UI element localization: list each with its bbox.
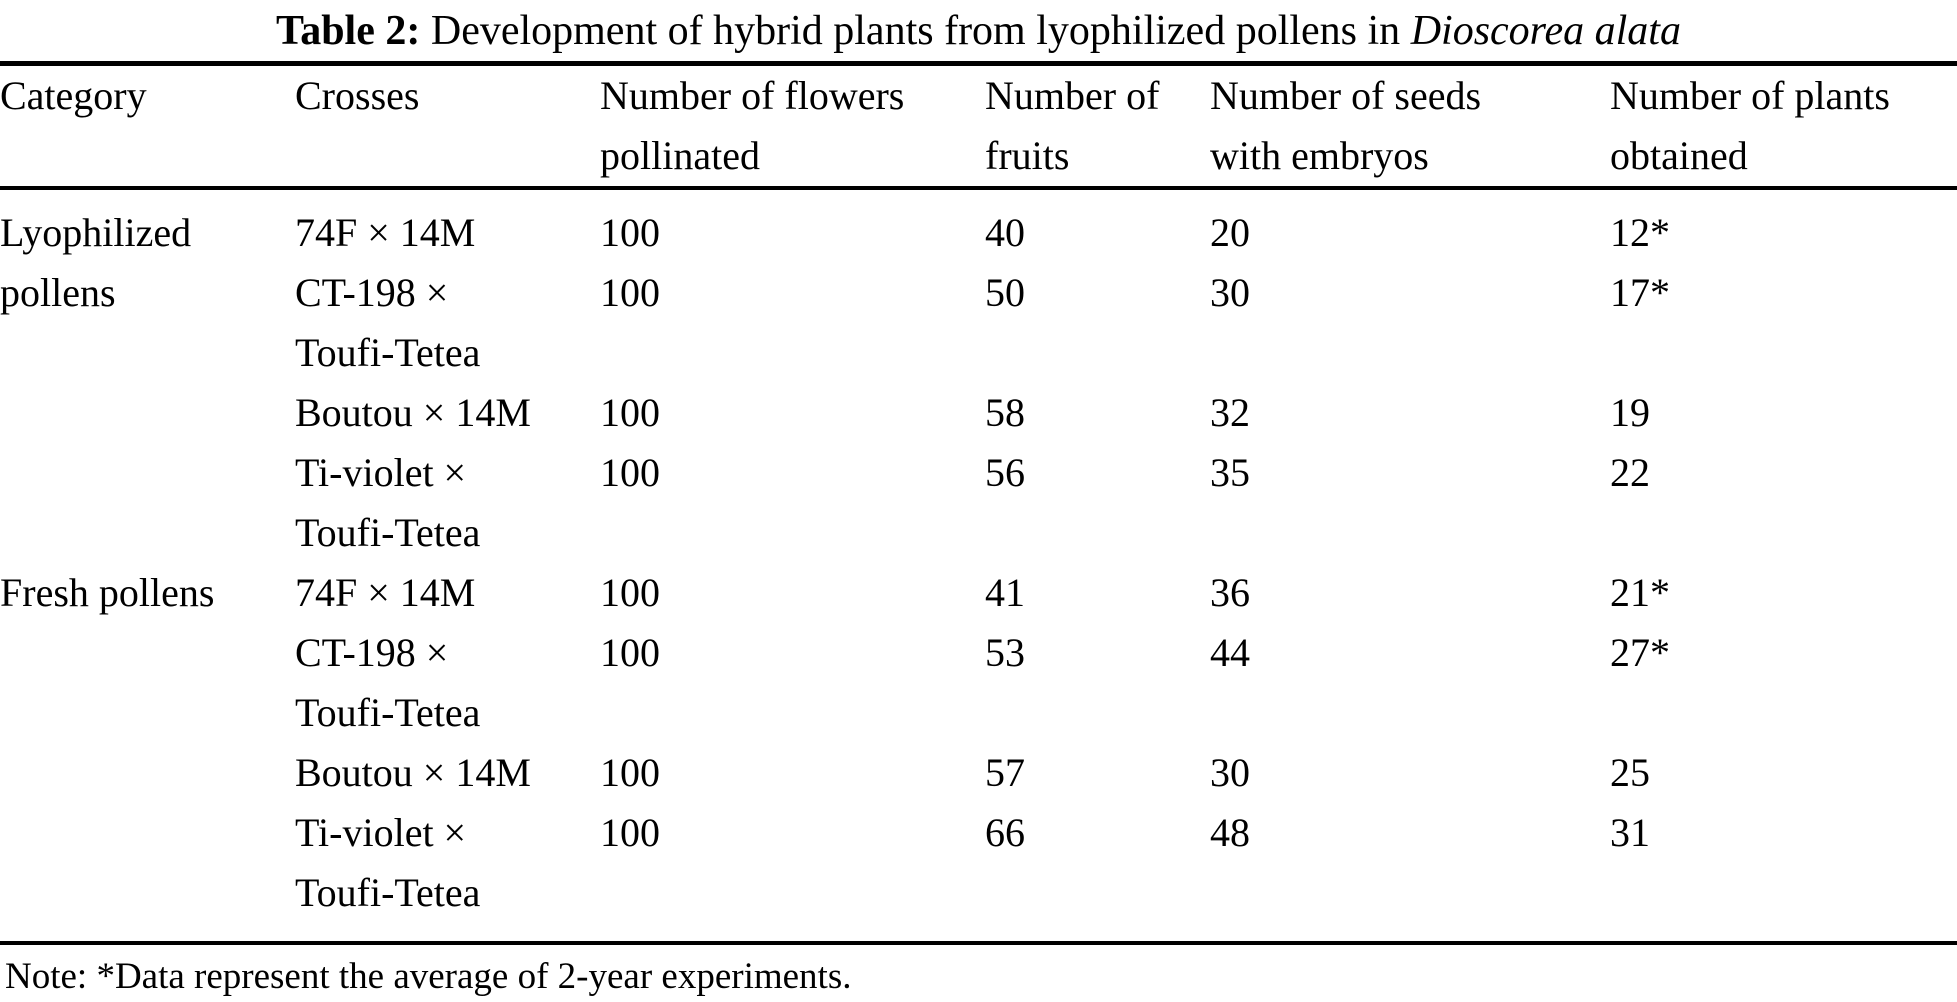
seeds-cell: 30 <box>1210 270 1250 315</box>
plants-cell: 19 <box>1610 390 1650 435</box>
flowers-cell: 100 <box>600 630 660 675</box>
seeds-cell: 35 <box>1210 450 1250 495</box>
column-header-crosses: Crosses <box>295 73 420 118</box>
flowers-cell: 100 <box>600 750 660 795</box>
plants-cell: 22 <box>1610 450 1650 495</box>
table-row: Boutou × 14M 100 57 30 25 <box>0 743 1957 803</box>
plants-cell: 17* <box>1610 270 1670 315</box>
fruits-cell: 53 <box>985 630 1025 675</box>
table-row: CT-198 × Toufi-Tetea 100 53 44 27* <box>0 623 1957 743</box>
column-header-seeds: Number of seeds with embryos <box>1210 73 1482 178</box>
column-header-fruits: Number of fruits <box>985 73 1160 178</box>
seeds-cell: 32 <box>1210 390 1250 435</box>
flowers-cell: 100 <box>600 810 660 855</box>
fruits-cell: 66 <box>985 810 1025 855</box>
flowers-cell: 100 <box>600 270 660 315</box>
cross-cell: Boutou × 14M <box>295 750 531 795</box>
header-row: Category Crosses Number of flowers polli… <box>0 64 1957 188</box>
plants-cell: 12* <box>1610 210 1670 255</box>
cross-cell: Ti-violet × Toufi-Tetea <box>295 810 481 915</box>
fruits-cell: 40 <box>985 210 1025 255</box>
cross-cell: CT-198 × Toufi-Tetea <box>295 630 481 735</box>
cross-cell: 74F × 14M <box>295 570 476 615</box>
cross-cell: Ti-violet × Toufi-Tetea <box>295 450 481 555</box>
flowers-cell: 100 <box>600 570 660 615</box>
cross-cell: CT-198 × Toufi-Tetea <box>295 270 481 375</box>
category-cell: Lyophilized pollens <box>0 210 192 315</box>
fruits-cell: 56 <box>985 450 1025 495</box>
flowers-cell: 100 <box>600 450 660 495</box>
seeds-cell: 30 <box>1210 750 1250 795</box>
table-number-label: Table 2: <box>276 8 421 54</box>
table-body: Lyophilized pollens 74F × 14M 100 40 20 … <box>0 188 1957 943</box>
fruits-cell: 41 <box>985 570 1025 615</box>
table-caption-text: Development of hybrid plants from lyophi… <box>430 8 1401 54</box>
table-row: Lyophilized pollens 74F × 14M 100 40 20 … <box>0 188 1957 315</box>
table-row: Ti-violet × Toufi-Tetea 100 66 48 31 <box>0 803 1957 943</box>
hybrid-plants-table: Category Crosses Number of flowers polli… <box>0 61 1957 945</box>
fruits-cell: 57 <box>985 750 1025 795</box>
seeds-cell: 36 <box>1210 570 1250 615</box>
cross-cell: 74F × 14M <box>295 210 476 255</box>
species-name-italic: Dioscorea alata <box>1410 8 1681 54</box>
flowers-cell: 100 <box>600 210 660 255</box>
table-row: Ti-violet × Toufi-Tetea 100 56 35 22 <box>0 443 1957 563</box>
plants-cell: 31 <box>1610 810 1650 855</box>
table-row: CT-198 × Toufi-Tetea 100 50 30 17* <box>0 263 1957 383</box>
table-note: Note: *Data represent the average of 2-y… <box>5 956 852 997</box>
category-cell: Fresh pollens <box>0 570 215 615</box>
seeds-cell: 20 <box>1210 210 1250 255</box>
fruits-cell: 50 <box>985 270 1025 315</box>
table-row: Boutou × 14M 100 58 32 19 <box>0 383 1957 443</box>
plants-cell: 25 <box>1610 750 1650 795</box>
seeds-cell: 48 <box>1210 810 1250 855</box>
table-row: Fresh pollens 74F × 14M 100 41 36 21* <box>0 563 1957 623</box>
cross-cell: Boutou × 14M <box>295 390 531 435</box>
fruits-cell: 58 <box>985 390 1025 435</box>
column-header-category: Category <box>0 73 147 118</box>
plants-cell: 27* <box>1610 630 1670 675</box>
table-caption: Table 2: Development of hybrid plants fr… <box>0 0 1957 61</box>
flowers-cell: 100 <box>600 390 660 435</box>
plants-cell: 21* <box>1610 570 1670 615</box>
table-header: Category Crosses Number of flowers polli… <box>0 64 1957 188</box>
column-header-flowers: Number of flowers pollinated <box>600 73 905 178</box>
column-header-plants: Number of plants obtained <box>1610 73 1890 178</box>
seeds-cell: 44 <box>1210 630 1250 675</box>
